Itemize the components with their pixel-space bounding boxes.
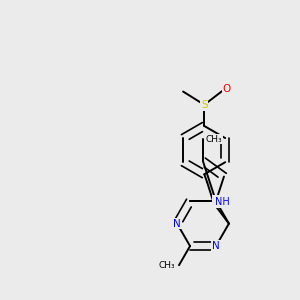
Text: S: S [213, 196, 219, 206]
Text: NH: NH [215, 197, 230, 207]
Text: CH₃: CH₃ [206, 135, 223, 144]
Text: N: N [173, 219, 181, 229]
Text: O: O [223, 84, 231, 94]
Text: N: N [212, 241, 220, 251]
Text: S: S [201, 100, 208, 110]
Text: CH₃: CH₃ [159, 261, 176, 270]
